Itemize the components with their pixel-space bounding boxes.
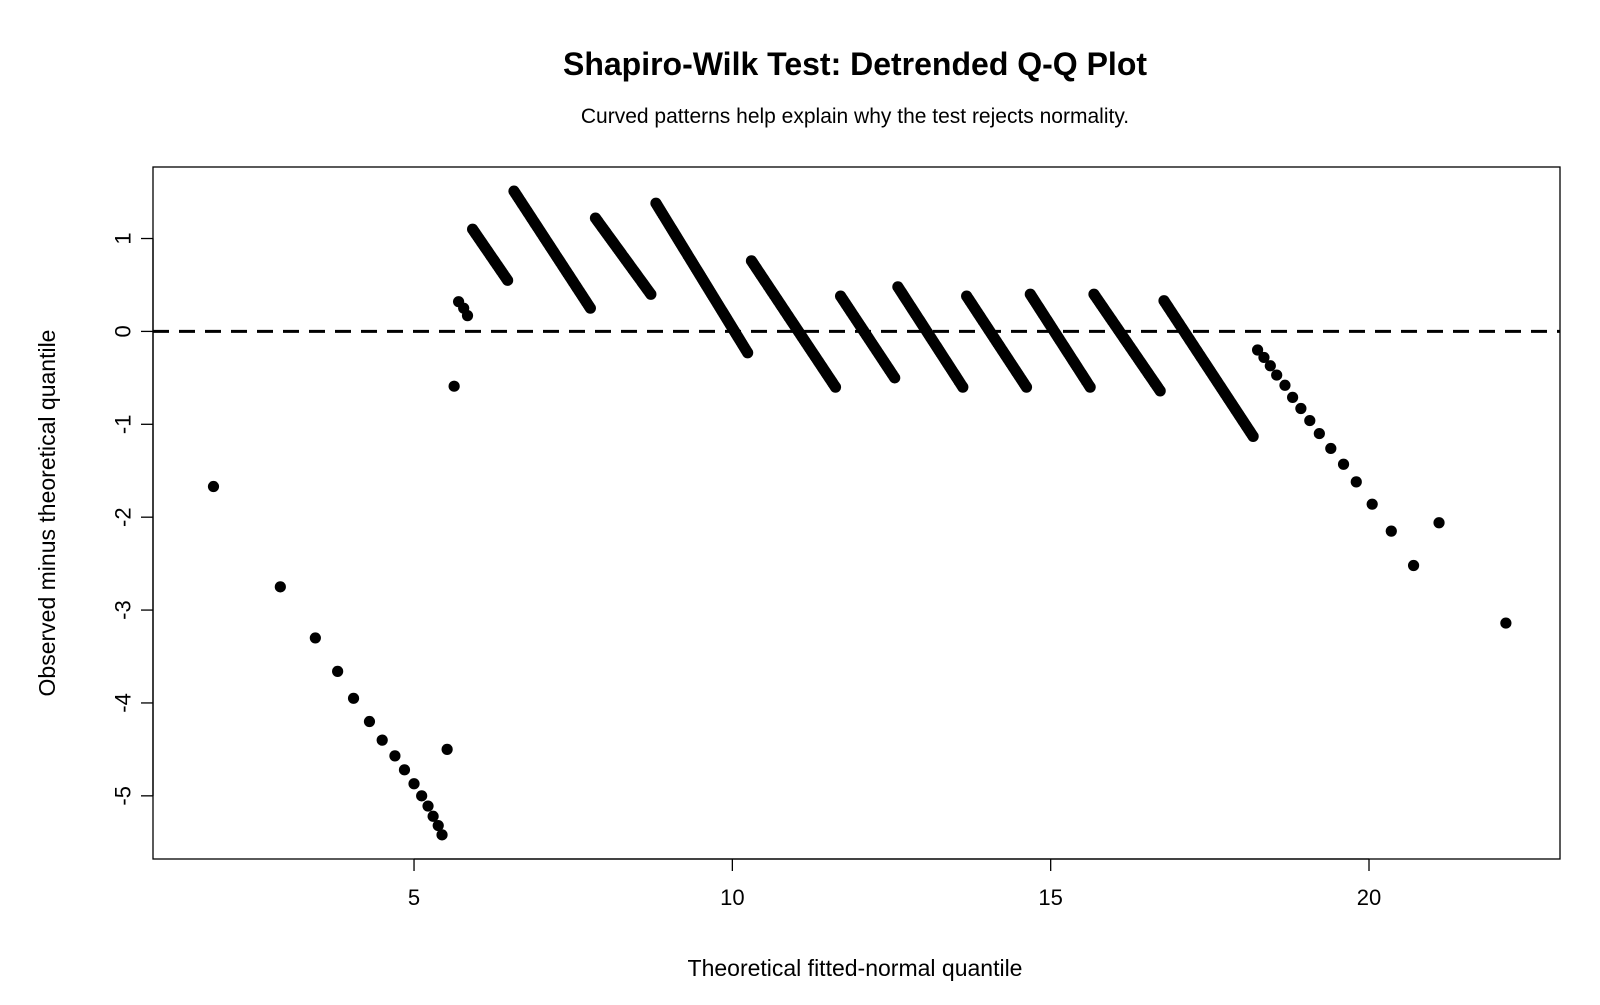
data-point	[502, 274, 514, 286]
y-tick-label: -3	[111, 600, 136, 620]
x-axis-label: Theoretical fitted-normal quantile	[688, 955, 1023, 981]
y-tick-label: -2	[111, 507, 136, 527]
y-axis-label: Observed minus theoretical quantile	[34, 330, 60, 697]
data-point	[408, 778, 420, 790]
y-tick-label: -4	[111, 693, 136, 713]
data-point	[1258, 351, 1270, 364]
data-point	[398, 764, 411, 776]
data-point	[389, 750, 401, 762]
chart-title: Shapiro-Wilk Test: Detrended Q-Q Plot	[563, 46, 1147, 82]
data-point	[376, 734, 388, 746]
data-point	[1264, 360, 1276, 372]
data-point	[432, 819, 444, 832]
y-tick-label: -1	[111, 415, 136, 435]
data-point	[1313, 427, 1325, 440]
data-point	[1020, 381, 1033, 393]
data-point	[436, 829, 448, 841]
data-point	[1337, 458, 1350, 470]
data-point	[427, 810, 439, 822]
y-tick-label: -5	[111, 786, 136, 806]
data-point	[889, 372, 901, 384]
data-point	[309, 632, 321, 644]
plot-frame	[152, 166, 1561, 860]
data-point	[363, 715, 376, 728]
data-point	[1154, 385, 1166, 397]
data-point	[645, 288, 657, 300]
data-point	[1500, 617, 1512, 629]
data-point	[1287, 391, 1299, 403]
data-point	[441, 743, 453, 755]
data-point	[461, 310, 474, 322]
chart-subtitle: Curved patterns help explain why the tes…	[581, 105, 1129, 128]
data-point	[1247, 430, 1259, 442]
y-tick-label: 0	[111, 325, 136, 337]
x-tick-label: 20	[1357, 885, 1381, 910]
data-point	[1366, 498, 1378, 510]
data-point	[274, 581, 286, 593]
data-point	[347, 692, 360, 704]
data-point	[1304, 414, 1316, 427]
x-tick-label: 10	[720, 885, 744, 910]
data-point	[416, 790, 428, 802]
y-axis: -5 -4 -3 -2 -1 0 1	[111, 232, 154, 806]
x-tick-label: 15	[1038, 885, 1062, 910]
data-point	[1295, 402, 1307, 415]
data-point	[448, 380, 460, 392]
data-point	[1385, 525, 1397, 537]
data-point	[1251, 344, 1264, 356]
y-tick-label: 1	[111, 232, 136, 244]
data-point	[1407, 559, 1420, 572]
data-point	[1433, 517, 1445, 529]
data-point	[1279, 379, 1291, 391]
data-point	[742, 347, 754, 359]
data-point	[957, 381, 969, 393]
data-point	[1084, 381, 1096, 393]
data-point	[207, 480, 220, 493]
data-point	[332, 665, 344, 677]
data-point	[422, 800, 434, 812]
data-point	[1350, 476, 1362, 488]
data-point	[1325, 442, 1337, 455]
data-point	[584, 302, 596, 314]
x-axis: 5 10 15 20	[408, 858, 1381, 910]
data-point	[829, 381, 842, 393]
x-tick-label: 5	[408, 885, 420, 910]
data-point	[1271, 369, 1283, 381]
data-points	[207, 185, 1512, 841]
